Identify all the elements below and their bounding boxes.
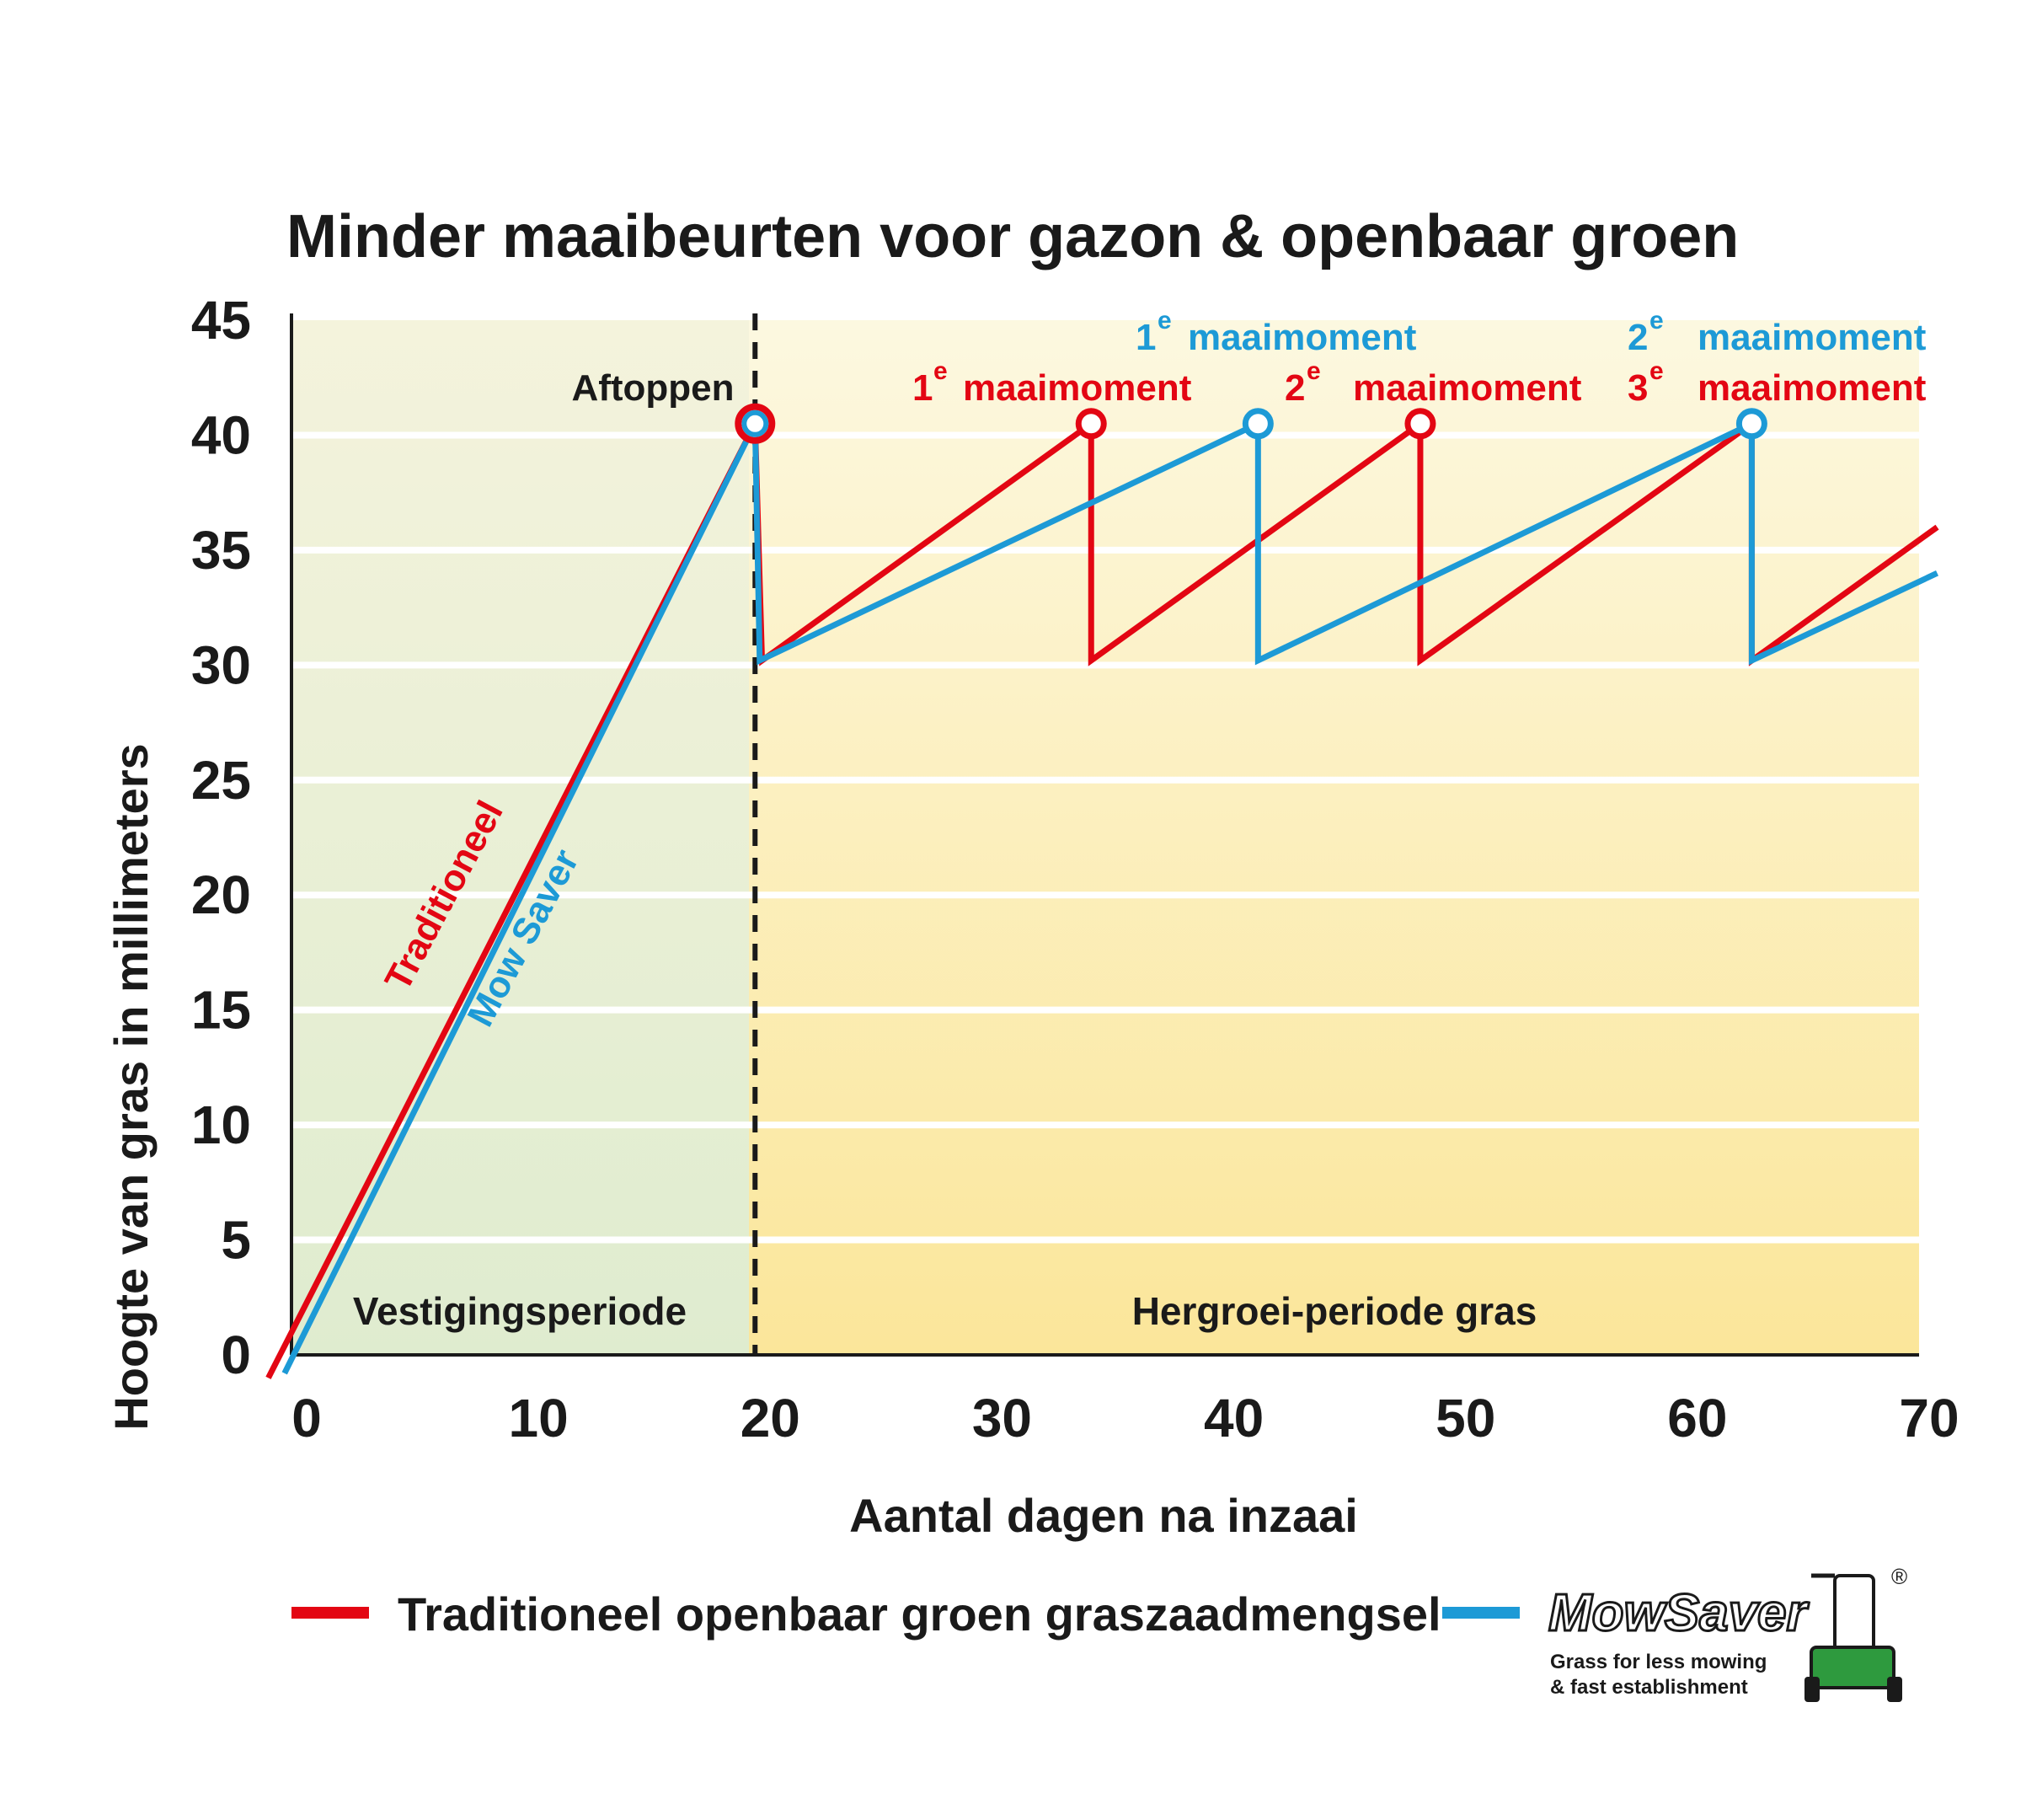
mow-marker (1242, 408, 1274, 440)
mow-marker (1735, 408, 1767, 440)
legend-mowsaver-swatch (1442, 1607, 1520, 1619)
regrowth-period-area (749, 320, 1919, 1355)
mowsaver-mow-1-number: 1 (1136, 317, 1156, 358)
x-tick-label: 50 (1436, 1388, 1495, 1448)
series-layer (265, 417, 1939, 1379)
logo-tagline-1: Grass for less mowing (1550, 1651, 1767, 1673)
mowsaver-mow-2-annotation: 2 e maaimoment (1628, 307, 1927, 358)
x-tick-label: 30 (972, 1388, 1032, 1448)
trad-mow-3-number: 3 (1628, 367, 1648, 409)
x-tick-label: 10 (509, 1388, 569, 1448)
mow-marker (1404, 408, 1436, 440)
trad-mow-3-annotation: 3 e maaimoment (1628, 357, 1927, 409)
y-tick-label: 20 (191, 864, 251, 925)
mowsaver-logo-wordmark: MowSaver (1548, 1584, 1810, 1642)
gridlines (291, 431, 1919, 1244)
trad-mow-1-sup: e (933, 357, 948, 385)
x-tick-label: 40 (1204, 1388, 1264, 1448)
legend: Traditioneel openbaar groen graszaadmeng… (291, 1564, 1907, 1702)
trad-mow-2-number: 2 (1285, 367, 1305, 409)
aftoppen-annotation: Aftoppen (571, 367, 734, 409)
mowsaver-mow-1-text: maaimoment (1188, 317, 1417, 358)
mowsaver-series-line (281, 419, 1939, 1375)
legend-traditional-label: Traditioneel openbaar groen graszaadmeng… (398, 1587, 1441, 1641)
x-tick-label: 70 (1899, 1388, 1959, 1448)
y-tick-label: 0 (221, 1325, 251, 1385)
mowsaver-mow-2-sup: e (1649, 307, 1664, 335)
y-tick-label: 5 (221, 1210, 251, 1271)
establishment-period-label: Vestigingsperiode (353, 1289, 687, 1333)
x-axis-label: Aantal dagen na inzaai (849, 1489, 1358, 1542)
registered-mark: ® (1891, 1564, 1907, 1589)
y-tick-label: 30 (191, 634, 251, 695)
mowsaver-mow-1-annotation: 1 e maaimoment (1136, 307, 1417, 358)
mow-marker (1075, 408, 1107, 440)
y-tick-label: 25 (191, 750, 251, 811)
trad-mow-2-annotation: 2 e maaimoment (1285, 357, 1582, 409)
mow-marker-inner (741, 410, 769, 437)
x-tick-label: 20 (740, 1388, 800, 1448)
mowsaver-mow-1-sup: e (1158, 307, 1172, 335)
y-tick-label: 35 (191, 520, 251, 581)
y-tick-label: 15 (191, 980, 251, 1041)
mowsaver-logo: MowSaver ® Grass for less mowing & fast … (1548, 1564, 1907, 1702)
trad-mow-1-text: maaimoment (963, 367, 1192, 409)
trad-mow-2-sup: e (1307, 357, 1321, 385)
trad-mow-3-sup: e (1649, 357, 1664, 385)
y-tick-label: 10 (191, 1095, 251, 1155)
y-tick-label: 40 (191, 404, 251, 465)
x-axis-ticks: 0 10 20 30 40 50 60 70 (291, 1388, 1959, 1448)
y-axis-label: Hoogte van gras in millimeters (104, 743, 158, 1430)
mowsaver-mow-2-text: maaimoment (1698, 317, 1927, 358)
lawnmower-icon (1804, 1573, 1902, 1702)
y-tick-label: 45 (191, 290, 251, 351)
trad-mow-1-number: 1 (912, 367, 933, 409)
x-tick-label: 60 (1667, 1388, 1727, 1448)
regrowth-period-label: Hergroei-periode gras (1132, 1289, 1537, 1333)
marker-layer (735, 403, 1767, 444)
trad-mow-2-text: maaimoment (1353, 367, 1582, 409)
legend-traditional-swatch (291, 1607, 369, 1619)
trad-mow-3-text: maaimoment (1698, 367, 1927, 409)
y-axis-ticks: 0 5 10 15 20 25 30 35 40 45 (191, 290, 251, 1385)
logo-tagline-2: & fast establishment (1550, 1676, 1748, 1699)
mowsaver-mow-2-number: 2 (1628, 317, 1648, 358)
chart-title: Minder maaibeurten voor gazon & openbaar… (286, 203, 1739, 270)
trad-mow-1-annotation: 1 e maaimoment (912, 357, 1192, 409)
x-tick-label: 0 (291, 1388, 322, 1448)
